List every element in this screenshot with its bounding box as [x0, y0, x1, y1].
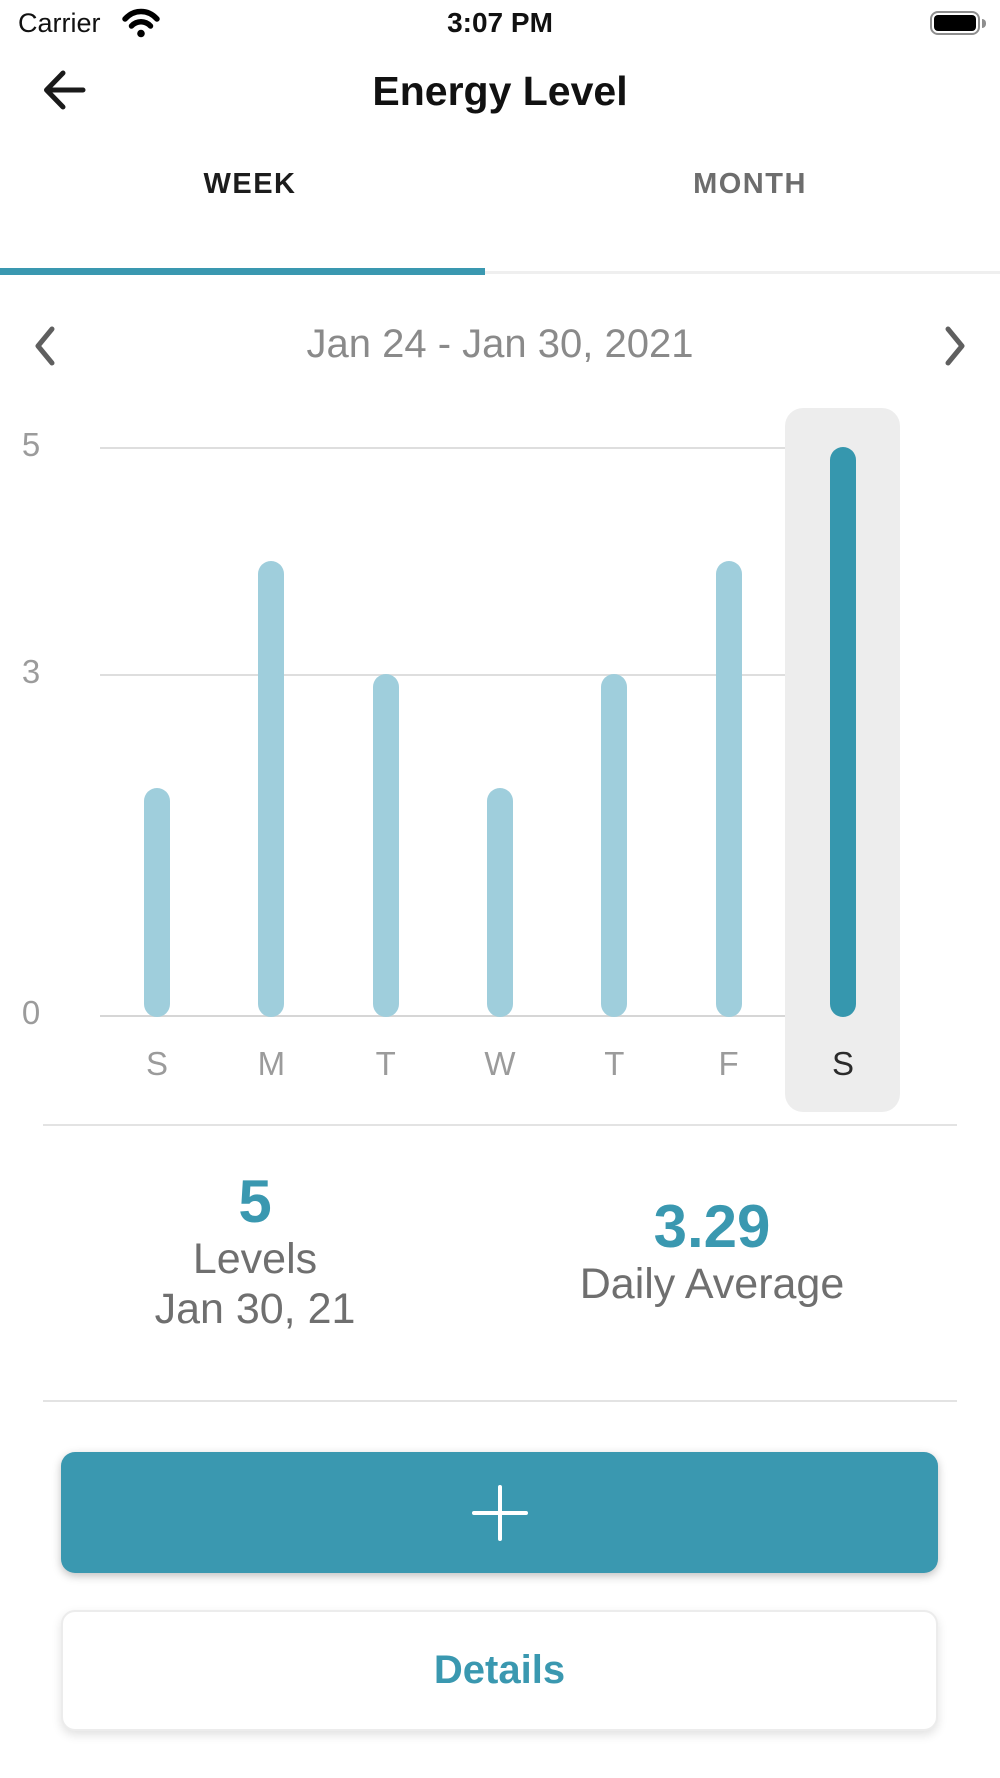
chevron-right-icon — [945, 326, 965, 366]
arrow-left-icon — [44, 70, 86, 110]
bar[interactable] — [144, 787, 170, 1017]
daily-average-label: Daily Average — [579, 1260, 845, 1308]
y-tick-label: 5 — [21, 426, 41, 463]
selected-day-unit-label: Levels — [192, 1235, 318, 1283]
day-label[interactable]: T — [375, 1045, 396, 1082]
back-button[interactable] — [38, 64, 90, 116]
day-label[interactable]: M — [257, 1045, 286, 1082]
details-button[interactable]: Details — [61, 1610, 938, 1731]
date-range-label: Jan 24 - Jan 30, 2021 — [306, 322, 694, 366]
y-tick-label: 0 — [21, 994, 41, 1031]
battery-nub — [981, 19, 986, 28]
divider — [43, 1124, 957, 1126]
divider — [43, 1400, 957, 1402]
y-tick-label: 3 — [21, 653, 41, 691]
selected-day-date-label: Jan 30, 21 — [154, 1285, 356, 1333]
day-label[interactable]: T — [604, 1045, 625, 1082]
bar[interactable] — [829, 447, 856, 1017]
tab-week[interactable]: WEEK — [203, 168, 297, 200]
bar[interactable] — [601, 674, 628, 1017]
active-tab-indicator — [0, 268, 485, 275]
clock: 3:07 PM — [447, 7, 553, 38]
selected-day-stat: 5 Levels Jan 30, 21 — [55, 1170, 455, 1334]
tab-month[interactable]: MONTH — [693, 168, 807, 200]
energy-bar-chart: 0 3 5 S M T W T F S — [0, 390, 1000, 1125]
details-button-label: Details — [433, 1648, 566, 1692]
next-week-button[interactable] — [942, 324, 968, 368]
previous-week-button[interactable] — [32, 324, 58, 368]
day-label[interactable]: W — [484, 1045, 516, 1082]
day-label[interactable]: F — [718, 1045, 739, 1082]
wifi-icon — [122, 8, 160, 43]
selected-day-value: 5 — [238, 1168, 272, 1235]
bar[interactable] — [715, 560, 742, 1017]
gridline — [100, 1015, 785, 1017]
battery-fill — [934, 15, 976, 31]
gridline — [100, 674, 785, 676]
add-entry-button[interactable] — [61, 1452, 938, 1573]
carrier-label: Carrier — [18, 8, 101, 38]
day-label[interactable]: S — [831, 1045, 854, 1082]
bar[interactable] — [258, 560, 285, 1017]
page-title: Energy Level — [372, 68, 628, 114]
day-label[interactable]: S — [145, 1045, 168, 1082]
battery-icon — [930, 11, 986, 35]
tabbar-baseline — [0, 271, 1000, 274]
bar[interactable] — [486, 787, 513, 1017]
plus-icon — [471, 1484, 528, 1541]
gridline — [100, 447, 785, 449]
daily-average-stat: 3.29 Daily Average — [512, 1195, 912, 1309]
bar[interactable] — [372, 674, 399, 1017]
chevron-left-icon — [35, 326, 55, 366]
daily-average-value: 3.29 — [653, 1193, 771, 1260]
